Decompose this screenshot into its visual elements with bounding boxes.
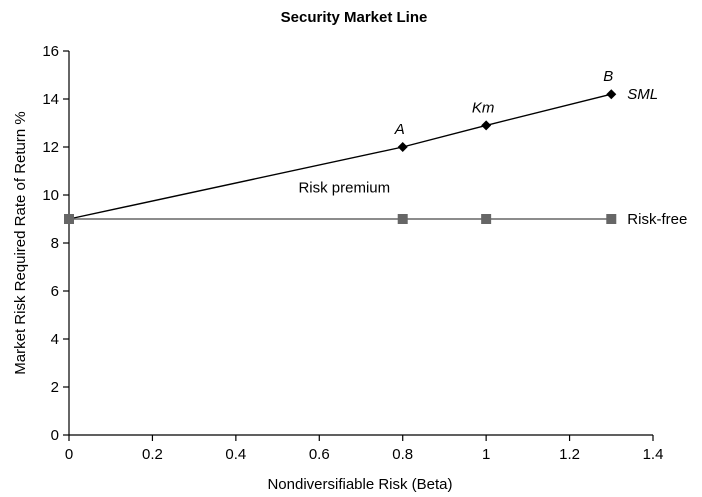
data-point-risk-free <box>397 214 408 224</box>
y-tick-label: 8 <box>51 235 59 252</box>
y-tick-label: 2 <box>51 379 59 396</box>
x-tick-label: 1.2 <box>559 446 580 463</box>
y-tick-label: 0 <box>51 427 59 444</box>
data-point-sml <box>481 120 492 131</box>
x-tick-label: 0.6 <box>309 446 330 463</box>
point-label: Km <box>472 99 495 116</box>
x-tick-label: 0.4 <box>225 446 246 463</box>
y-tick-label: 6 <box>51 283 59 300</box>
y-tick-label: 10 <box>42 187 59 204</box>
x-tick-label: 0.8 <box>392 446 413 463</box>
x-tick-label: 0.2 <box>142 446 163 463</box>
data-point-risk-free <box>481 214 492 224</box>
x-tick-label: 1.4 <box>643 446 664 463</box>
y-tick-label: 14 <box>42 91 59 108</box>
series-line-sml <box>68 93 612 220</box>
data-point-risk-free <box>64 214 74 224</box>
y-tick-label: 4 <box>51 331 59 348</box>
data-point-sml <box>397 142 408 152</box>
y-tick-label: 16 <box>42 43 59 60</box>
y-axis-label: Market Risk Required Rate of Return % <box>12 111 29 374</box>
series-label: SML <box>627 86 658 103</box>
annotation-label: Risk premium <box>298 180 390 197</box>
series-label: Risk-free <box>627 211 687 228</box>
point-label: A <box>394 121 405 138</box>
y-tick-label: 12 <box>42 139 59 156</box>
plot-area: 0 0.2 0.4 0.6 0.8 1 1.2 1.4 0 2 4 6 8 10 12 14 16 A Km B SML… <box>42 43 687 463</box>
data-point-sml <box>606 89 617 100</box>
point-label: B <box>603 68 613 85</box>
x-tick-label: 0 <box>65 446 73 463</box>
data-point-risk-free <box>606 214 617 224</box>
chart-title: Security Market Line <box>281 9 428 26</box>
x-axis-label: Nondiversifiable Risk (Beta) <box>267 476 452 493</box>
x-tick-label: 1 <box>482 446 490 463</box>
